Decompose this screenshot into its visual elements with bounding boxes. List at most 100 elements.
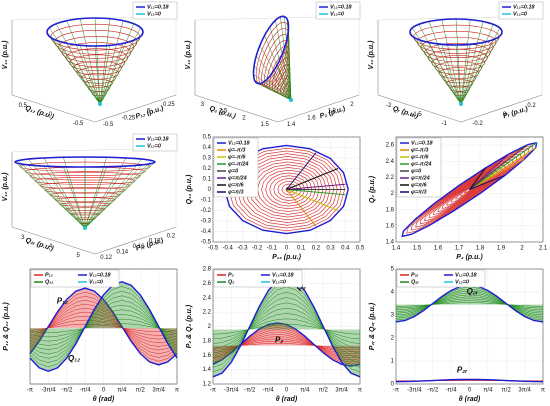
legend-label: V₁₂=0 xyxy=(89,279,103,285)
z-axis-label: V₁₂ (p.u.) xyxy=(185,40,192,70)
legend-label: V₁₂=0.18 xyxy=(228,140,251,146)
plot-area xyxy=(395,268,544,385)
y-tick-label: 1.6 xyxy=(386,223,395,229)
legend-label: P₂ᵣ xyxy=(411,272,419,278)
x-tick-label: 0 xyxy=(285,246,289,252)
surface-generator xyxy=(418,24,462,105)
band-curve xyxy=(29,311,178,344)
legend-label: V₁₂=0.18 xyxy=(272,272,295,278)
ring-curve xyxy=(265,172,313,207)
legend-label: V₁₂=0.18 xyxy=(147,136,170,142)
x-tick-label: -π/2 xyxy=(61,388,73,394)
surface-generator xyxy=(253,74,292,101)
axis-line xyxy=(277,94,360,123)
x-tick-label: 0.5 xyxy=(356,246,365,252)
surface-generator xyxy=(460,24,494,105)
x-tick-label: -0.1 xyxy=(267,246,278,252)
band-fill xyxy=(396,285,543,322)
y-axis-label: P₂ & Q₂ (p.u.) xyxy=(186,304,193,348)
surface-generator xyxy=(99,45,111,105)
x-tick-label: 1.6 xyxy=(434,246,443,252)
surface-generator xyxy=(99,43,124,105)
y-tick-label: 0.14 xyxy=(116,249,128,255)
x-tick-label: -π xyxy=(27,388,33,394)
legend-label: φ=-π/3 xyxy=(411,147,428,153)
legend-label: V₁₂=0.18 xyxy=(330,4,353,10)
legend-label: Q₂ xyxy=(228,279,234,285)
ring-curve xyxy=(269,175,309,204)
surface-generator xyxy=(55,23,101,105)
surface-generator xyxy=(99,20,124,105)
surface-generator xyxy=(79,18,101,105)
band-curve xyxy=(29,314,178,342)
y-tick-label: 1.8 xyxy=(327,109,336,115)
legend-label: φ=0 xyxy=(228,168,238,174)
x-axis-label: θ (rad) xyxy=(93,396,115,403)
legend-label: φ=π/24 xyxy=(228,175,247,181)
annotation: Q₁₂ xyxy=(68,354,80,363)
y-tick-label: 0 xyxy=(208,187,212,193)
y-tick-label: 2.2 xyxy=(386,175,395,181)
surface-generator xyxy=(94,45,101,105)
series-line xyxy=(286,168,339,190)
y-tick-label: -0.5 xyxy=(103,122,114,128)
surface-generator xyxy=(43,157,86,229)
ring-curve xyxy=(441,167,502,209)
series-line xyxy=(286,183,346,190)
y-tick-label: -0.4 xyxy=(201,229,212,235)
y-tick-label: 2 xyxy=(350,102,354,108)
legend-box xyxy=(30,269,120,288)
series-line xyxy=(469,167,487,190)
band-curve xyxy=(395,294,544,314)
band-curve xyxy=(29,307,178,347)
surface-generator xyxy=(264,35,292,101)
ring-curve xyxy=(277,180,302,199)
y-tick-label: 0 xyxy=(391,382,395,388)
x-tick-label: -π/2 xyxy=(244,388,256,394)
ring-curve xyxy=(415,150,526,228)
legend-box xyxy=(213,137,259,198)
legend-box xyxy=(213,269,303,288)
x-tick-label: -π xyxy=(393,388,399,394)
y-tick-label: -0.5 xyxy=(201,240,212,246)
legend-label: φ=0 xyxy=(411,168,421,174)
band-curve xyxy=(29,323,178,333)
axis-line xyxy=(94,226,177,255)
band-curve xyxy=(395,290,544,317)
y-axis-label: P₁₂ & Q₁₂ (p.u.) xyxy=(3,302,10,351)
x-tick-label: -3π/4 xyxy=(407,388,422,394)
surface-generator xyxy=(280,16,292,101)
annotation: P₂ xyxy=(275,335,283,344)
legend-label: V₁₂=0 xyxy=(330,11,344,17)
surface-rim xyxy=(252,15,290,85)
y-axis-label: Q₂ (p.u.) xyxy=(369,175,376,203)
x-tick-label: -1.5 xyxy=(411,112,422,118)
surface-rim xyxy=(409,18,503,46)
x-axis-label: P₂ (p.u.) xyxy=(456,254,483,261)
surface-rim xyxy=(14,156,156,168)
x-tick-label: π xyxy=(541,388,545,394)
surface-generator xyxy=(49,27,101,105)
legend-label: V₁₂=0 xyxy=(455,279,469,285)
y-tick-label: 2 xyxy=(391,336,395,342)
surface-generator xyxy=(266,79,292,101)
surface-generator xyxy=(460,21,484,105)
x-tick-label: 1.8 xyxy=(476,246,485,252)
series-line xyxy=(469,144,528,190)
y-tick-label: 0.2 xyxy=(203,166,212,172)
legend-label: φ=-π/24 xyxy=(228,161,248,167)
band-curve xyxy=(29,309,178,346)
legend-label: φ=π/3 xyxy=(411,189,427,195)
series-line xyxy=(469,153,510,190)
surface-generator xyxy=(94,17,101,105)
y-tick-label: 4 xyxy=(391,290,395,296)
surface-generator xyxy=(455,18,462,105)
y-tick-label: 0.18 xyxy=(149,239,161,245)
legend-label: φ=π/6 xyxy=(411,182,428,188)
x-tick-label: 3π/4 xyxy=(152,388,165,394)
legend-label: φ=-π/6 xyxy=(228,154,246,160)
x-tick-label: π/4 xyxy=(483,388,493,394)
ring-curve xyxy=(410,147,530,231)
surface-generator xyxy=(460,27,500,105)
x-tick-label: 3π/4 xyxy=(518,388,531,394)
